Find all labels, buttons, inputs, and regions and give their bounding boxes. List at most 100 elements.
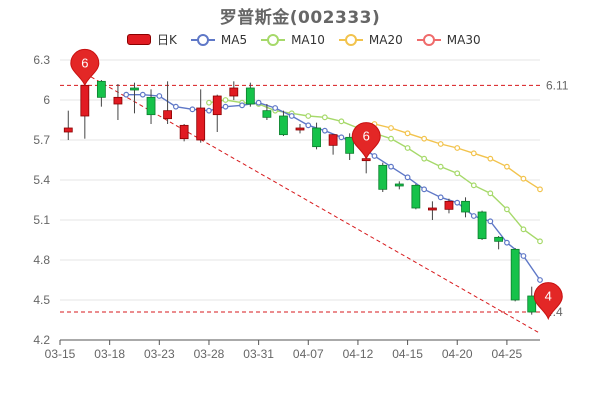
y-tick-label: 5.1	[33, 213, 50, 227]
ma5-point	[305, 122, 312, 129]
candle-body	[295, 127, 305, 131]
chart-title: 罗普斯金(002333)	[219, 8, 381, 28]
candle-body	[96, 80, 106, 98]
candle-body	[113, 96, 123, 105]
ma10-point	[470, 182, 477, 189]
candle-body	[196, 107, 206, 141]
candle-body	[494, 236, 504, 242]
ma5-point	[139, 91, 146, 98]
candle-body	[212, 95, 222, 116]
price-marker-label: 6	[81, 55, 88, 70]
legend-item-ma10[interactable]: MA10	[261, 33, 325, 47]
x-tick-label: 04-20	[442, 347, 473, 361]
ma5-point	[255, 99, 262, 106]
candle-body	[279, 115, 288, 136]
candle-body	[510, 248, 520, 301]
ma20-point	[454, 145, 461, 151]
candle-body	[80, 84, 90, 117]
ma5-point	[338, 134, 345, 141]
candle-body	[527, 295, 537, 313]
candle-body	[411, 184, 421, 209]
ma5-point	[437, 194, 444, 201]
candle-body	[345, 136, 355, 154]
ma5-point	[454, 199, 461, 206]
ma10-point	[421, 155, 428, 162]
price-marker-label: 4	[545, 289, 552, 304]
ma20-point	[421, 135, 428, 142]
ma10-point	[206, 99, 212, 106]
ma10-icon	[261, 33, 286, 46]
legend-label-ma10: MA10	[291, 32, 325, 47]
price-marker	[351, 122, 381, 161]
x-tick-label: 03-28	[194, 347, 225, 361]
right-value-label: 6.11	[546, 78, 569, 92]
ma5-point	[156, 93, 163, 99]
x-tick-label: 03-23	[144, 347, 175, 361]
ma20-icon	[338, 33, 363, 46]
candle-body	[146, 96, 156, 116]
ma20-point	[537, 186, 543, 193]
ma5-point	[321, 127, 328, 134]
y-tick-label: 6	[43, 93, 50, 107]
legend-label-day-k: 日K	[157, 33, 177, 47]
candle-body	[63, 127, 73, 133]
candle-body	[312, 127, 321, 148]
ma5-point	[371, 153, 378, 159]
ma5-point	[206, 107, 212, 114]
legend-label-ma20: MA20	[368, 32, 403, 47]
legend-label-ma5: MA5	[220, 32, 248, 47]
ma5-point	[388, 163, 394, 170]
ma5-point	[520, 253, 527, 259]
ma5-point	[470, 213, 477, 219]
price-marker-label: 6	[363, 129, 370, 144]
x-tick-label: 04-25	[492, 347, 523, 361]
candle-body	[477, 211, 487, 240]
ma20-point	[388, 125, 394, 131]
ma10-point	[305, 113, 312, 119]
ma20-point	[404, 130, 411, 137]
candle-body	[262, 110, 272, 118]
legend-item-ma20[interactable]: MA20	[338, 32, 403, 47]
candle-body	[229, 87, 239, 97]
ma5-point	[272, 105, 279, 111]
x-tick-label: 04-12	[343, 347, 374, 361]
y-tick-label: 5.7	[33, 133, 50, 147]
ma5-point	[222, 103, 229, 110]
ma20-point	[503, 163, 510, 170]
ma5-point	[189, 106, 196, 113]
legend-item-day-k[interactable]: 日K	[127, 31, 177, 48]
y-tick-label: 4.2	[33, 333, 50, 347]
ma10-point	[437, 163, 444, 170]
y-tick-label: 6.3	[33, 53, 50, 67]
candle-body	[328, 134, 338, 146]
ma20-point	[487, 155, 494, 162]
ma10-point	[338, 118, 345, 125]
ma10-point	[222, 97, 229, 103]
price-marker	[70, 48, 100, 87]
ma5-point	[421, 186, 428, 193]
candle-body	[179, 124, 189, 140]
candle-body	[461, 200, 470, 213]
candle-body	[163, 110, 172, 120]
chart-legend: 日K MA5 MA10 MA20 MA30	[127, 31, 481, 48]
ma10-point	[537, 238, 543, 245]
legend-item-ma5[interactable]: MA5	[190, 32, 248, 47]
ma5-point	[487, 218, 494, 225]
x-tick-label: 03-15	[45, 347, 76, 361]
y-tick-label: 5.4	[33, 173, 50, 187]
ma30-icon	[416, 33, 441, 46]
ma5-point	[239, 102, 245, 109]
price-marker	[533, 282, 563, 321]
x-tick-label: 03-18	[94, 347, 125, 361]
ma10-point	[388, 135, 394, 142]
ma20-point	[437, 141, 444, 147]
candle-body	[378, 164, 388, 190]
legend-item-ma30[interactable]: MA30	[416, 33, 481, 47]
ma10-point	[503, 206, 510, 213]
day-k-icon	[127, 34, 151, 45]
candle-body	[245, 87, 255, 105]
x-tick-label: 04-15	[392, 347, 423, 361]
x-tick-label: 03-31	[243, 347, 274, 361]
